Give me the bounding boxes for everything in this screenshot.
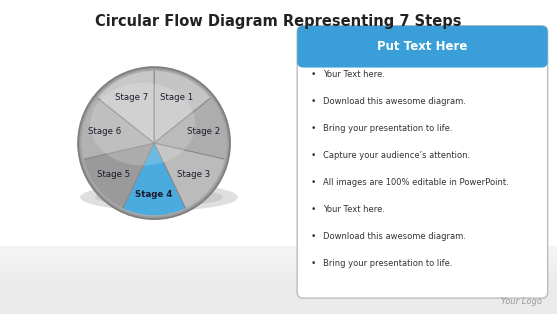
FancyBboxPatch shape bbox=[297, 26, 548, 67]
Bar bbox=[0, 291, 557, 314]
Polygon shape bbox=[81, 143, 154, 211]
Text: Stage 1: Stage 1 bbox=[160, 93, 193, 101]
Text: •: • bbox=[311, 97, 316, 106]
Bar bbox=[0, 260, 557, 314]
Bar bbox=[0, 289, 557, 314]
Bar bbox=[0, 274, 557, 314]
Text: Download this awesome diagram.: Download this awesome diagram. bbox=[323, 97, 466, 106]
Text: All images are 100% editable in PowerPoint.: All images are 100% editable in PowerPoi… bbox=[323, 178, 509, 187]
Bar bbox=[0, 269, 557, 314]
Polygon shape bbox=[95, 68, 154, 143]
Bar bbox=[0, 276, 557, 314]
Ellipse shape bbox=[90, 83, 195, 166]
Bar bbox=[0, 264, 557, 314]
Text: Stage 2: Stage 2 bbox=[187, 127, 221, 136]
Text: Your Text here.: Your Text here. bbox=[323, 70, 385, 78]
Bar bbox=[0, 284, 557, 314]
Bar bbox=[0, 258, 557, 314]
FancyBboxPatch shape bbox=[297, 26, 548, 298]
Text: •: • bbox=[311, 70, 316, 78]
Ellipse shape bbox=[95, 188, 223, 206]
Text: Put Text Here: Put Text Here bbox=[377, 40, 468, 53]
Text: Stage 3: Stage 3 bbox=[178, 170, 211, 180]
Text: •: • bbox=[311, 178, 316, 187]
Bar bbox=[0, 255, 557, 314]
Text: Stage 5: Stage 5 bbox=[97, 170, 130, 180]
Bar bbox=[0, 280, 557, 314]
Text: •: • bbox=[311, 232, 316, 241]
Text: Bring your presentation to life.: Bring your presentation to life. bbox=[323, 260, 452, 268]
Bar bbox=[0, 265, 557, 314]
Text: Circular Flow Diagram Representing 7 Steps: Circular Flow Diagram Representing 7 Ste… bbox=[95, 14, 461, 29]
Polygon shape bbox=[154, 143, 227, 211]
Text: Capture your audience’s attention.: Capture your audience’s attention. bbox=[323, 151, 470, 160]
Text: Your Logo: Your Logo bbox=[501, 297, 542, 306]
Text: Bring your presentation to life.: Bring your presentation to life. bbox=[323, 124, 452, 133]
Text: Your Text here.: Your Text here. bbox=[323, 205, 385, 214]
Text: •: • bbox=[311, 260, 316, 268]
Polygon shape bbox=[79, 96, 154, 160]
Bar bbox=[0, 271, 557, 314]
Text: Stage 4: Stage 4 bbox=[136, 190, 172, 199]
Text: •: • bbox=[311, 124, 316, 133]
Bar bbox=[0, 293, 557, 314]
Bar bbox=[0, 246, 557, 314]
Bar bbox=[0, 285, 557, 314]
Bar bbox=[0, 306, 557, 314]
Bar bbox=[0, 287, 557, 314]
Text: •: • bbox=[311, 205, 316, 214]
Bar bbox=[0, 300, 557, 314]
Bar bbox=[0, 256, 557, 314]
Text: Stage 6: Stage 6 bbox=[87, 127, 121, 136]
Ellipse shape bbox=[80, 184, 238, 211]
Polygon shape bbox=[122, 143, 186, 218]
Polygon shape bbox=[154, 68, 213, 143]
Bar bbox=[0, 295, 557, 314]
Bar bbox=[0, 298, 557, 314]
Bar bbox=[0, 296, 557, 314]
Polygon shape bbox=[154, 96, 229, 160]
Bar bbox=[0, 304, 557, 314]
Text: Download this awesome diagram.: Download this awesome diagram. bbox=[323, 232, 466, 241]
Text: •: • bbox=[311, 151, 316, 160]
Bar bbox=[0, 307, 557, 314]
Text: Stage 7: Stage 7 bbox=[115, 93, 148, 101]
Bar bbox=[0, 262, 557, 314]
Bar bbox=[0, 302, 557, 314]
Bar bbox=[0, 272, 557, 314]
Bar bbox=[0, 278, 557, 314]
Bar bbox=[303, 47, 542, 62]
Bar bbox=[0, 282, 557, 314]
Bar bbox=[0, 267, 557, 314]
